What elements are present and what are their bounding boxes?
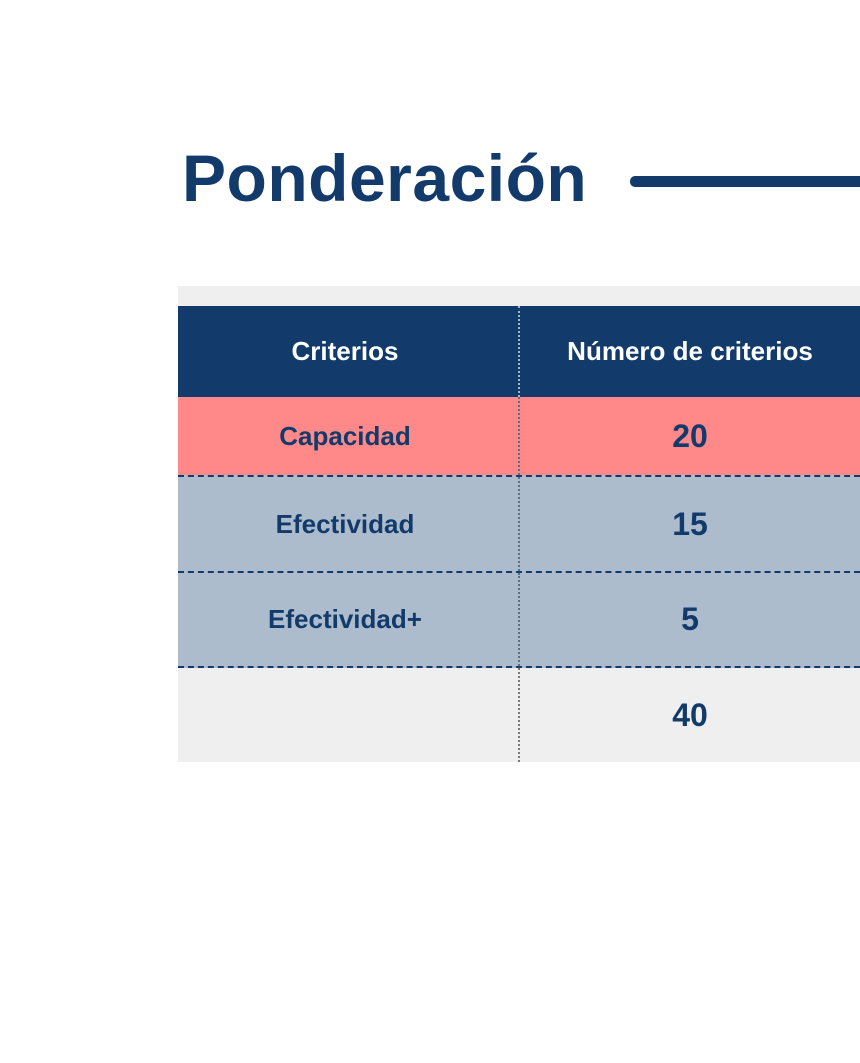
criterio-cell: Efectividad+: [178, 573, 520, 666]
table-header-row: Criterios Número de criterios: [178, 306, 860, 397]
page-title: Ponderación: [182, 141, 588, 215]
total-label-cell: [178, 668, 520, 762]
numero-cell: 20: [672, 417, 708, 454]
numero-cell: 15: [672, 505, 708, 542]
criterio-cell: Capacidad: [178, 397, 520, 475]
header-criterios: Criterios: [178, 306, 520, 397]
criterio-cell: Efectividad: [178, 477, 520, 571]
table-row: Efectividad+ 5: [178, 571, 860, 668]
table-row: Efectividad 15: [178, 475, 860, 571]
numero-cell: 5: [681, 601, 699, 637]
ponderacion-table: Criterios Número de criterios Capacidad …: [178, 286, 860, 762]
title-underline-rule: [630, 176, 860, 187]
table-row: Capacidad 20: [178, 397, 860, 475]
table-total-row: 40: [178, 668, 860, 762]
total-numero-cell: 40: [672, 696, 708, 733]
header-numero-de-criterios: Número de criterios: [567, 336, 813, 366]
